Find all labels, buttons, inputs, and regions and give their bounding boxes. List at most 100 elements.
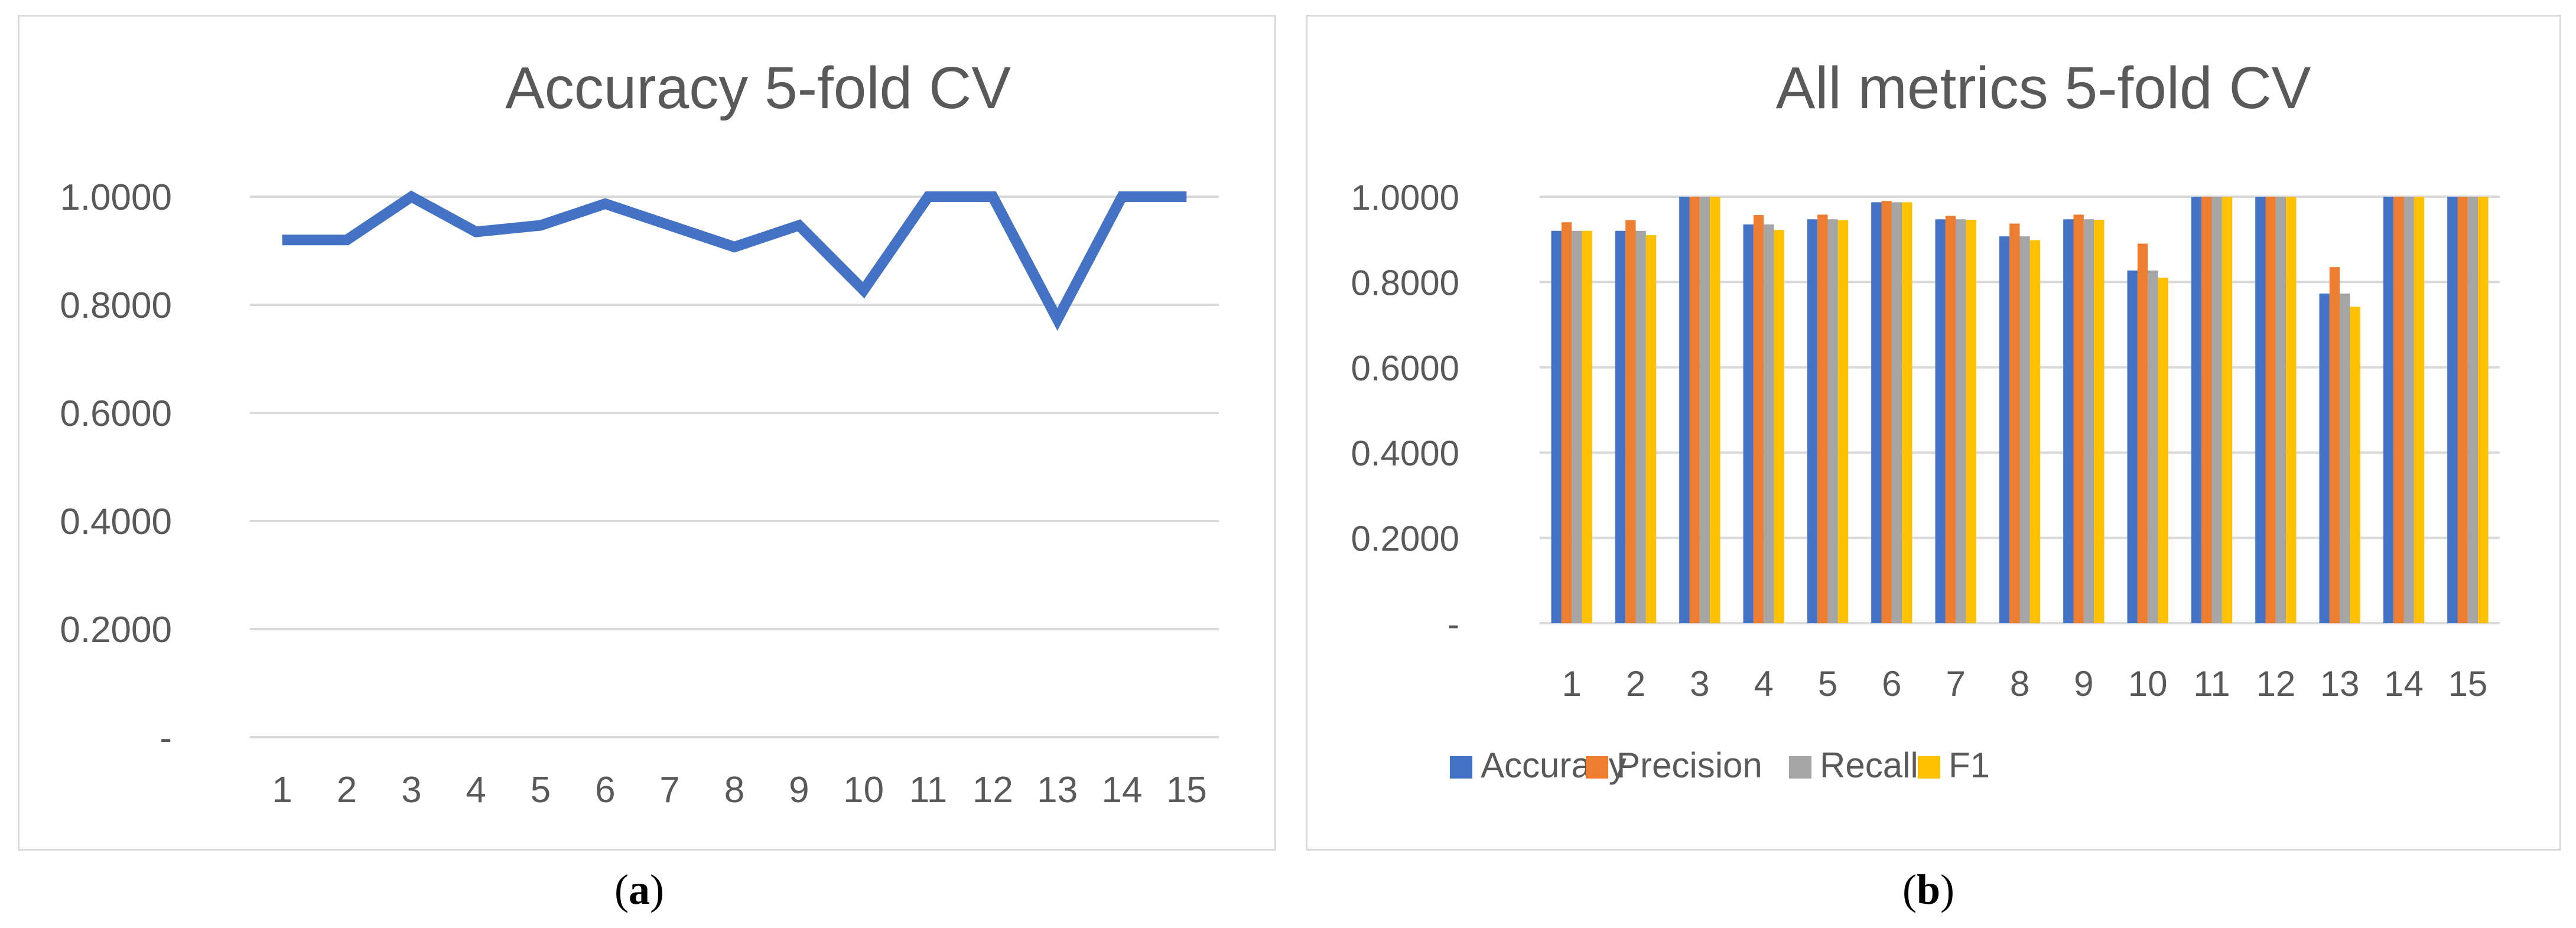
bar-accuracy — [1935, 219, 1946, 623]
bar-recall — [2467, 197, 2479, 623]
caption-a-letter: a — [628, 866, 650, 913]
bar-f1 — [2158, 278, 2168, 623]
bar-recall — [2019, 236, 2030, 623]
x-tick-label: 10 — [2128, 664, 2168, 704]
x-tick-label: 15 — [2448, 664, 2487, 704]
bar-accuracy — [2319, 293, 2330, 623]
bar-f1 — [2286, 197, 2297, 623]
x-tick-label: 11 — [909, 770, 947, 810]
x-tick-label: 9 — [2074, 664, 2093, 704]
y-tick-label: 0.2000 — [60, 610, 172, 650]
bar-precision — [2393, 197, 2404, 623]
y-tick-label: - — [1448, 604, 1459, 644]
x-tick-label: 6 — [1882, 664, 1901, 704]
bar-recall — [2148, 270, 2158, 623]
x-tick-label: 5 — [1818, 664, 1837, 704]
bar-accuracy — [2255, 197, 2266, 623]
legend-swatch-accuracy — [1450, 756, 1472, 779]
bar-recall — [1956, 219, 1966, 623]
x-tick-label: 13 — [2320, 664, 2360, 704]
legend-swatch-recall — [1789, 756, 1811, 779]
bar-accuracy — [1807, 219, 1818, 623]
x-tick-label: 3 — [1690, 664, 1709, 704]
x-tick-label: 8 — [724, 770, 744, 810]
y-tick-label: - — [160, 718, 172, 758]
bar-f1 — [1645, 235, 1657, 624]
x-tick-label: 7 — [1946, 664, 1965, 704]
bar-precision — [2265, 197, 2276, 623]
bar-accuracy — [1615, 230, 1626, 623]
legend-label-f1: F1 — [1949, 745, 1990, 785]
x-tick-label: 14 — [1102, 770, 1143, 810]
legend-swatch-f1 — [1918, 756, 1940, 779]
x-tick-label: 13 — [1037, 770, 1078, 810]
bar-accuracy — [1871, 202, 1882, 623]
x-tick-label: 4 — [1754, 664, 1773, 704]
bar-f1 — [2222, 197, 2233, 623]
accuracy-line-chart: Accuracy 5-fold CV - 0.2000 0.4000 0.6000 0.8… — [60, 55, 1219, 810]
bar-recall — [1827, 219, 1838, 623]
legend-label-precision: Precision — [1616, 745, 1762, 785]
y-tick-label: 0.4000 — [60, 502, 172, 542]
y-tick-label: 0.2000 — [1351, 519, 1459, 559]
bar-recall — [2340, 293, 2350, 623]
bar-f1 — [2350, 307, 2360, 623]
x-tick-label: 7 — [659, 770, 679, 810]
x-tick-label: 9 — [789, 770, 809, 810]
x-tick-label: 8 — [2010, 664, 2029, 704]
chart-panel-all-metrics: All metrics 5-fold CV - 0.2000 0.4000 0.6000… — [1306, 15, 2561, 851]
x-tick-label: 12 — [972, 770, 1013, 810]
bar-precision — [2073, 214, 2084, 624]
x-tick-label: 2 — [337, 770, 357, 810]
y-tick-label: 0.4000 — [1351, 434, 1459, 473]
legend-label-recall: Recall — [1820, 745, 1918, 785]
bar-precision — [1625, 220, 1636, 624]
x-tick-label: 6 — [595, 770, 615, 810]
x-tick-label: 14 — [2384, 664, 2424, 704]
bar-precision — [2201, 197, 2212, 623]
x-tick-label: 3 — [401, 770, 421, 810]
y-tick-label: 1.0000 — [1351, 178, 1459, 217]
x-tick-label: 1 — [1562, 664, 1581, 704]
x-tick-label: 11 — [2193, 664, 2230, 704]
bar-f1 — [2414, 197, 2425, 623]
bar-recall — [2275, 197, 2286, 623]
chart-title: All metrics 5-fold CV — [1776, 55, 2311, 121]
bar-accuracy — [1999, 236, 2010, 623]
x-tick-label: 15 — [1166, 770, 1207, 810]
bar-accuracy — [2383, 197, 2394, 623]
bar-accuracy — [1743, 224, 1754, 623]
y-tick-label: 0.6000 — [1351, 349, 1459, 388]
bar-recall — [1699, 197, 1710, 623]
x-tick-label: 5 — [531, 770, 551, 810]
bar-recall — [2211, 197, 2222, 623]
bar-f1 — [1582, 230, 1592, 623]
bar-recall — [1572, 230, 1582, 623]
y-tick-label: 0.8000 — [60, 285, 172, 326]
bar-recall — [1891, 202, 1902, 623]
bar-f1 — [1966, 219, 1976, 623]
x-tick-label: 2 — [1626, 664, 1645, 704]
bar-accuracy — [2063, 219, 2074, 623]
bar-accuracy — [2191, 197, 2202, 623]
bar-precision — [1881, 201, 1892, 624]
series-line-accuracy — [282, 190, 1187, 331]
bar-accuracy — [2127, 270, 2138, 623]
bar-precision — [1945, 216, 1956, 623]
bar-precision — [2009, 223, 2020, 624]
all-metrics-bar-chart: All metrics 5-fold CV - 0.2000 0.4000 0.6000… — [1351, 55, 2500, 785]
bar-f1 — [1774, 230, 1784, 623]
chart-panel-accuracy: Accuracy 5-fold CV - 0.2000 0.4000 0.6000 0.8… — [18, 15, 1276, 851]
y-tick-label: 1.0000 — [60, 177, 172, 218]
bar-f1 — [2094, 219, 2105, 623]
legend-swatch-precision — [1586, 756, 1608, 779]
bar-accuracy — [1551, 230, 1562, 623]
bar-recall — [2083, 219, 2094, 623]
x-tick-label: 4 — [466, 770, 486, 810]
caption-b: (b) — [1902, 866, 1955, 913]
bar-recall — [2403, 197, 2414, 623]
y-tick-label: 0.6000 — [60, 393, 172, 434]
x-tick-label: 10 — [843, 770, 884, 810]
x-tick-label: 12 — [2256, 664, 2295, 704]
bar-accuracy — [2447, 197, 2458, 623]
